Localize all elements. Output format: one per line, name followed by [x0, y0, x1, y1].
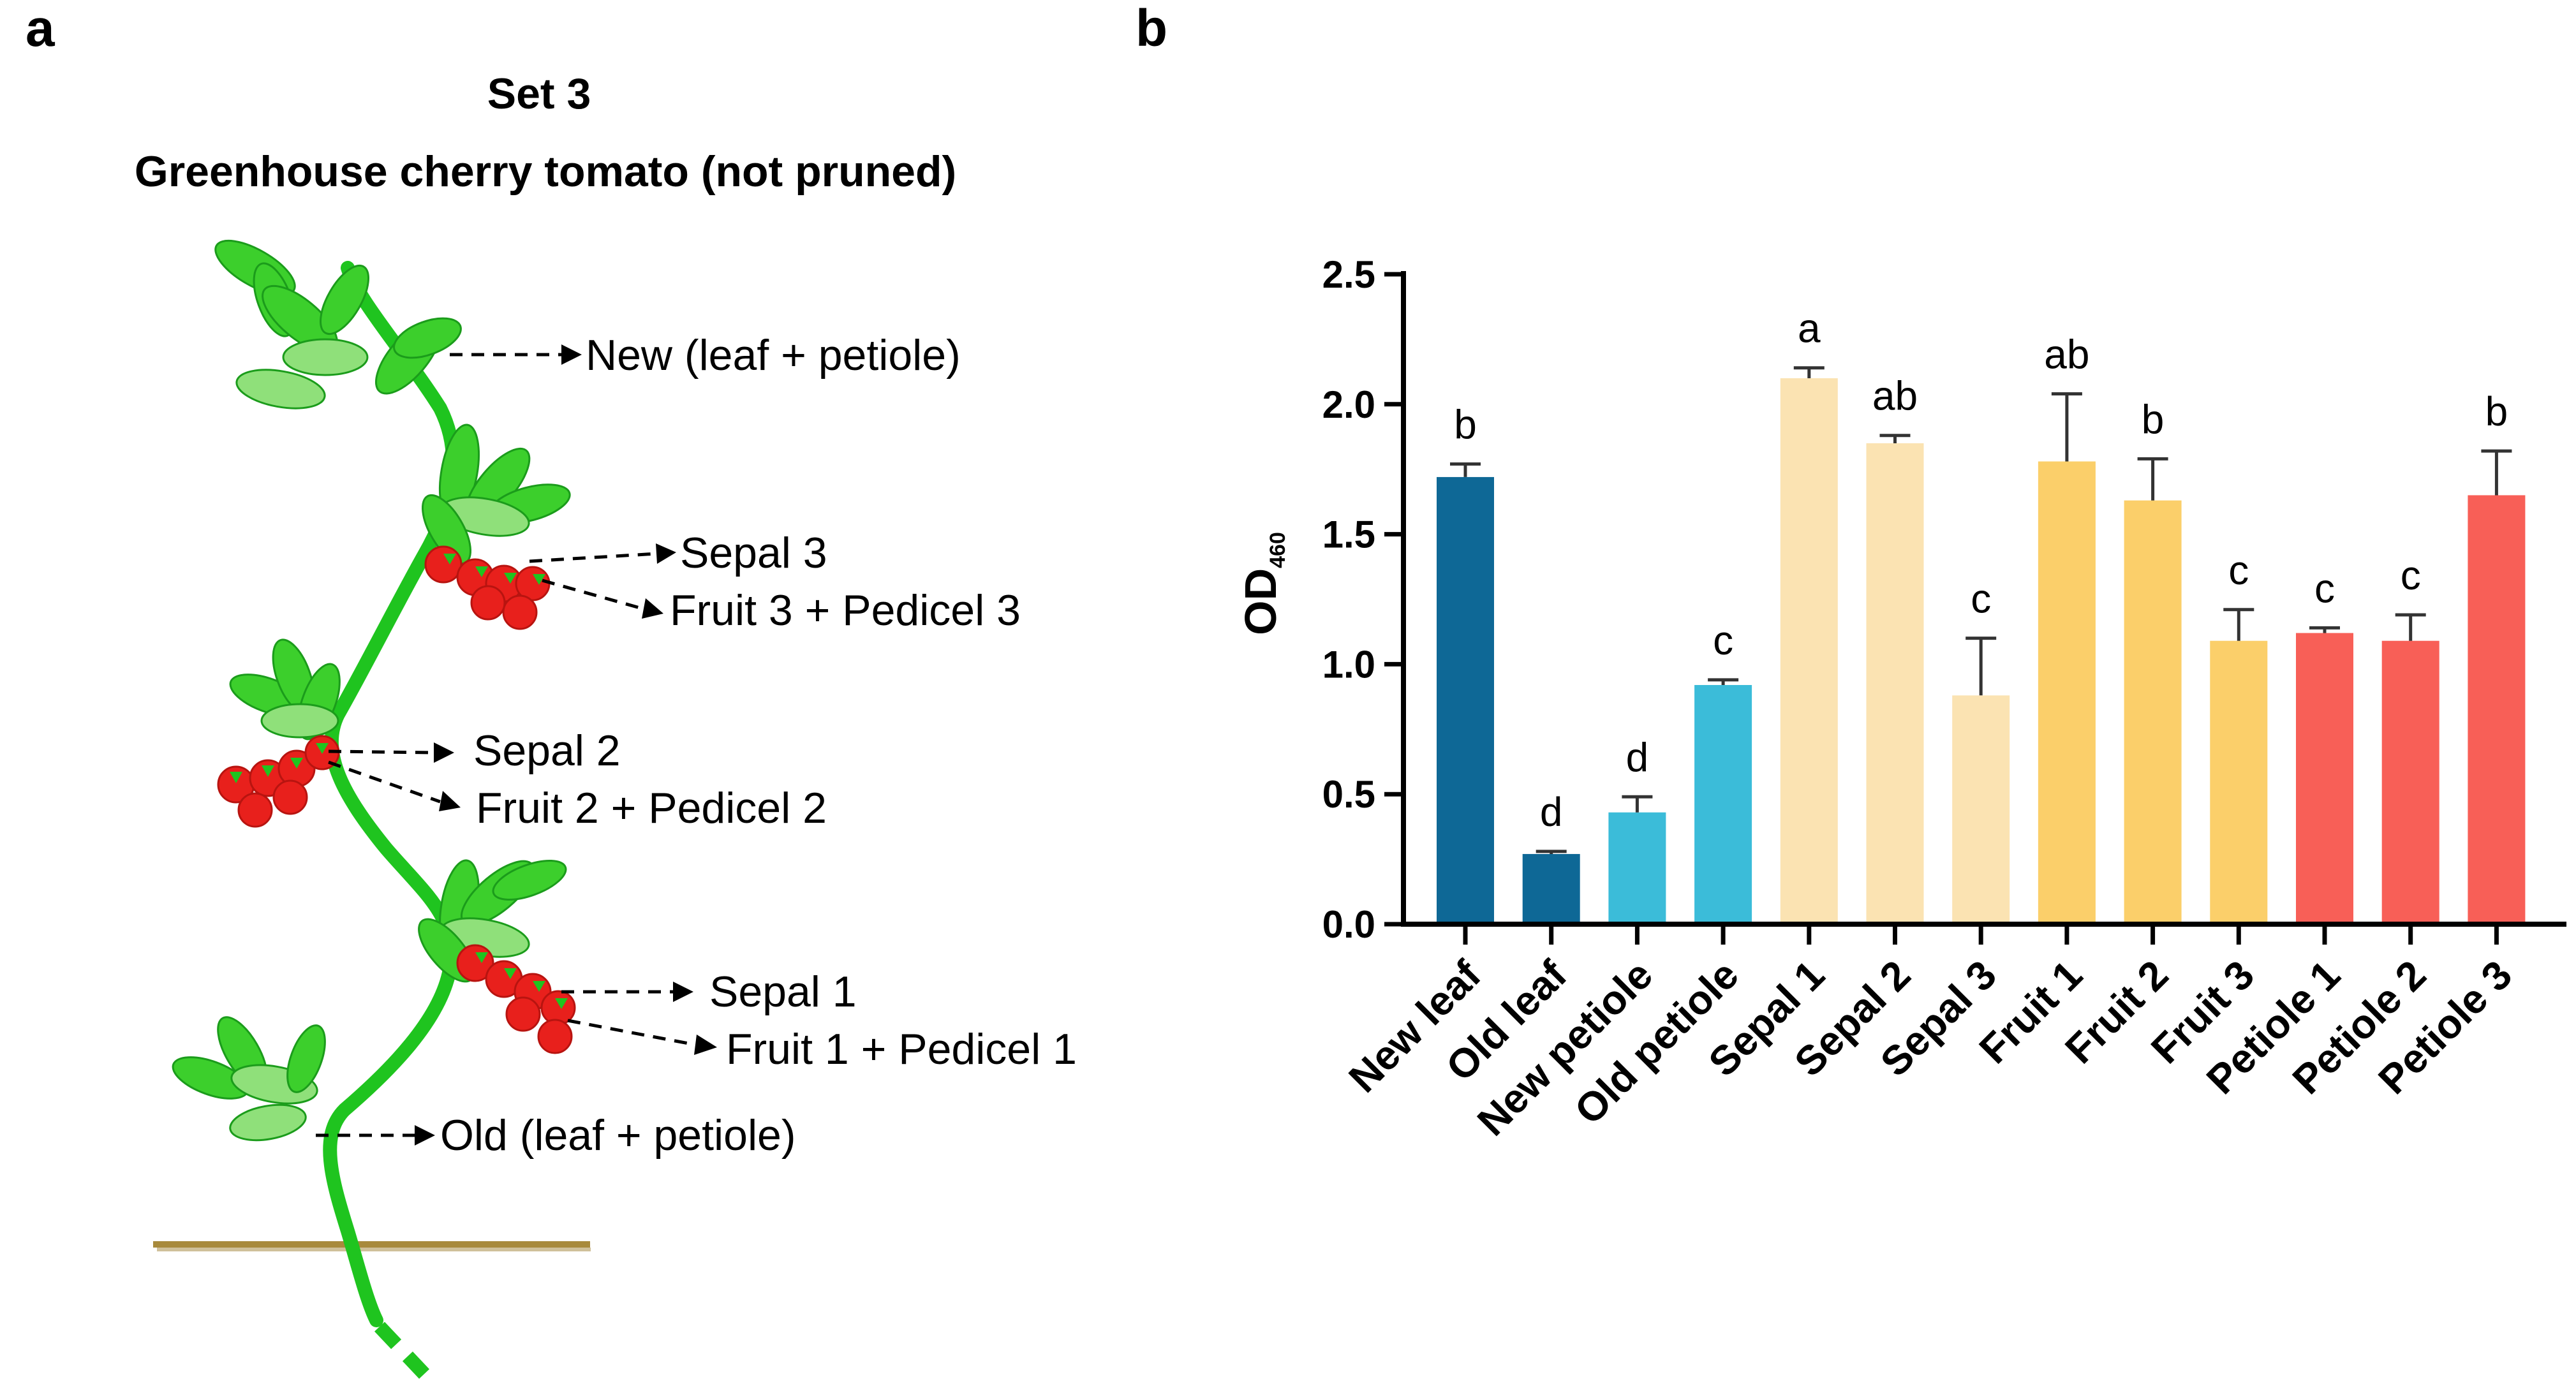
y-tick-label: 0.0 — [1322, 903, 1375, 946]
bar — [2124, 500, 2182, 924]
callout-fruit-1: Fruit 1 + Pedicel 1 — [726, 1025, 1077, 1073]
y-tick-label: 2.0 — [1322, 383, 1375, 426]
panel-b: b OD460 0.0 0.5 1.0 1.5 2.0 2.5 b d d c a ab c ab b c c… — [1136, 0, 2566, 1144]
set-subtitle: Greenhouse cherry tomato (not pruned) — [135, 147, 956, 196]
bar — [1608, 812, 1666, 924]
plant-stem — [323, 261, 461, 1389]
fruit-cluster-2 — [217, 735, 340, 828]
set-title: Set 3 — [487, 70, 591, 118]
significance-letter: d — [1626, 734, 1649, 780]
leaf-cluster-middle — [229, 638, 341, 741]
bar — [1952, 695, 2010, 924]
error-bar — [2051, 392, 2082, 462]
significance-letter: b — [1454, 402, 1477, 448]
significance-letter: b — [2142, 396, 2165, 442]
callout-arrows — [316, 344, 717, 1146]
error-bar — [2481, 449, 2512, 496]
bar — [2210, 640, 2268, 924]
error-bar — [1879, 434, 1911, 443]
error-bar — [1793, 366, 1825, 379]
x-axis-ticks — [1463, 924, 2499, 945]
significance-letter: c — [2401, 552, 2421, 598]
callout-fruit-2: Fruit 2 + Pedicel 2 — [476, 784, 827, 832]
bar — [2468, 495, 2526, 924]
bars — [1437, 378, 2526, 924]
callout-fruit-3: Fruit 3 + Pedicel 3 — [670, 586, 1021, 635]
y-axis-title: OD460 — [1236, 532, 1290, 635]
error-bar — [1450, 462, 1481, 477]
y-tick-label: 2.5 — [1322, 253, 1375, 296]
panel-a: a Set 3 Greenhouse cherry tomato (not pr… — [26, 0, 1077, 1389]
bar — [1437, 476, 1494, 924]
bar — [2038, 461, 2096, 924]
leaf-cluster-upper — [421, 424, 571, 565]
fruit-cluster-1 — [456, 944, 576, 1054]
significance-letter: c — [1971, 576, 1991, 622]
error-bar — [2309, 626, 2340, 633]
leaf-cluster-top — [214, 239, 462, 409]
y-tick-label: 1.5 — [1322, 513, 1375, 556]
bar — [1866, 443, 1924, 924]
error-bar — [1708, 678, 1739, 686]
y-axis-ticks: 0.0 0.5 1.0 1.5 2.0 2.5 — [1322, 253, 1403, 946]
error-bar — [2137, 457, 2168, 501]
leaf-cluster-lower — [418, 859, 567, 983]
significance-letter: c — [2314, 565, 2335, 611]
significance-letter: a — [1798, 306, 1821, 351]
bar — [2296, 633, 2353, 924]
panel-b-label: b — [1136, 0, 1167, 57]
bar — [1522, 853, 1580, 924]
soil-line — [153, 1241, 591, 1251]
significance-letters: b d d c a ab c ab b c c c b — [1454, 306, 2508, 835]
y-tick-label: 1.0 — [1322, 643, 1375, 686]
significance-letter: c — [1713, 617, 1733, 663]
error-bar — [1536, 850, 1567, 854]
panel-a-label: a — [26, 0, 56, 57]
fruit-cluster-3 — [424, 545, 551, 630]
callout-new-leaf: New (leaf + petiole) — [586, 331, 961, 379]
callout-sepal-1: Sepal 1 — [709, 968, 857, 1016]
error-bar — [2395, 613, 2426, 641]
significance-letter: c — [2228, 547, 2249, 593]
bar — [2381, 640, 2439, 924]
error-bar — [1622, 795, 1653, 813]
y-tick-label: 0.5 — [1322, 773, 1375, 816]
callout-sepal-3: Sepal 3 — [680, 529, 827, 577]
error-bar — [1965, 637, 1997, 696]
bar — [1780, 378, 1838, 924]
error-bar — [2223, 608, 2254, 641]
significance-letter: b — [2485, 388, 2508, 434]
significance-letter: ab — [2044, 331, 2089, 377]
y-axis-title-subscript: 460 — [1266, 532, 1290, 568]
bar — [1694, 685, 1752, 924]
y-axis-title-main: OD — [1236, 568, 1285, 635]
significance-letter: ab — [1872, 373, 1918, 419]
error-bars — [1450, 366, 2512, 854]
leaf-cluster-bottom — [172, 1016, 326, 1142]
callout-sepal-2: Sepal 2 — [473, 726, 621, 775]
callout-old-leaf: Old (leaf + petiole) — [440, 1111, 796, 1160]
significance-letter: d — [1540, 789, 1563, 835]
